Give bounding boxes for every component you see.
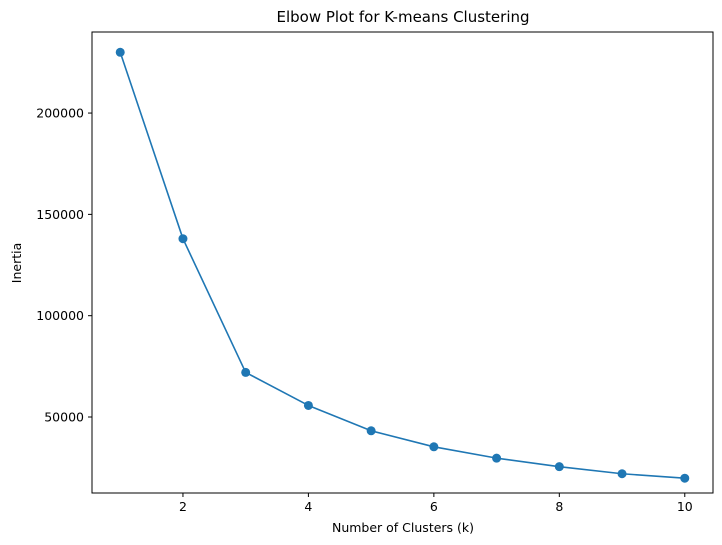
y-tick-label: 150000	[36, 207, 84, 222]
y-axis-ticks: 50000 100000 150000 200000	[36, 106, 92, 425]
series-line	[119, 52, 685, 480]
data-point	[617, 469, 627, 479]
x-axis-label: Number of Clusters (k)	[332, 520, 474, 535]
x-tick-label: 4	[304, 499, 312, 514]
data-point	[492, 453, 502, 463]
x-tick-label: 10	[677, 499, 693, 514]
data-point	[115, 47, 125, 57]
x-tick-label: 6	[430, 499, 438, 514]
y-tick-label: 200000	[36, 106, 84, 121]
x-tick-label: 8	[555, 499, 563, 514]
data-point	[429, 442, 439, 452]
y-tick-label: 50000	[44, 410, 84, 425]
data-point	[178, 234, 188, 244]
chart-title: Elbow Plot for K-means Clustering	[276, 8, 529, 26]
data-point	[303, 400, 313, 410]
y-axis-label: Inertia	[9, 243, 24, 283]
plot-area	[115, 47, 690, 483]
y-tick-label: 100000	[36, 308, 84, 323]
x-tick-label: 2	[179, 499, 187, 514]
data-point	[680, 473, 690, 483]
data-point	[241, 367, 251, 377]
data-point	[366, 426, 376, 436]
data-point	[554, 462, 564, 472]
x-axis-ticks: 2 4 6 8 10	[179, 493, 693, 514]
axes-frame	[91, 31, 714, 494]
